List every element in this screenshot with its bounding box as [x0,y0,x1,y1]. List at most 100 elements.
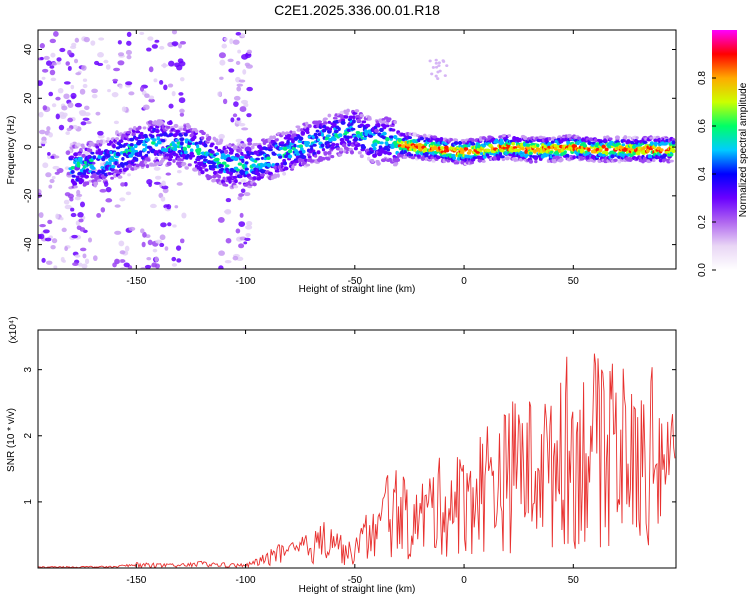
spectrogram-blob [519,153,525,157]
spectrogram-blob [179,77,185,82]
spectrogram-blob [76,189,81,196]
spectrogram-blob [244,146,252,153]
spectrogram-blob [53,155,60,159]
spectrogram-blob [568,134,572,138]
spectrogram-blob [359,123,365,127]
spectrogram-blob [242,69,247,75]
spectrogram-blob [241,158,245,163]
spectrogram-blob [182,127,187,132]
spectrogram-blob [293,162,297,166]
spectrogram-blob [224,260,232,264]
spectrogram-blob [374,128,379,133]
spectrogram-blob [176,64,183,71]
spectrogram-blob [239,155,245,160]
spectrogram-blob [229,38,234,45]
spectrogram-blob [203,158,208,162]
spectrogram-blob [472,156,478,160]
spectrogram-blob [652,158,656,163]
spectrogram-blob [49,69,56,76]
spectrogram-blob [518,137,522,143]
spectrogram-blob [488,144,493,148]
spectrogram-blob [238,181,242,185]
spectrogram-blob [656,155,661,160]
spectrogram-blob [58,124,65,131]
spectrogram-blob [171,263,178,267]
spectrogram-blob [133,143,138,149]
spectrogram-blob [52,165,60,170]
spectrogram-blob [662,153,668,158]
spectrogram-blob [246,49,253,55]
spectrogram-blob [97,179,102,183]
spectrogram-panel: -150 -100 -50 0 50 -40 -20 0 20 40 Height of str… [6,29,677,295]
spectrogram-blob [171,91,176,97]
spectrogram-blob [232,113,238,118]
spectrogram-blob [154,39,160,43]
spectrogram-blob [82,117,90,121]
spectrogram-blob [671,137,676,142]
spectrogram-blob [250,145,255,150]
spectrogram-blob [212,174,217,179]
spectrogram-blob [341,143,347,148]
spectrogram-blob [238,122,246,127]
spectrogram-blob [278,155,283,159]
spectrogram-blob [355,130,361,135]
spectrogram-blob [73,58,79,64]
spectrogram-blob [550,140,555,144]
spectrogram-blob [75,175,80,179]
spectrogram-blob [337,127,341,132]
spectrogram-blob [267,163,272,168]
spectrogram-blob [67,102,74,109]
spectrogram-blob [579,156,585,161]
spectrogram-blob [225,198,232,203]
spectrogram-blob [382,131,387,136]
spectrogram-blob [499,155,505,159]
spectrogram-blob [627,135,632,139]
spectrogram-blob [183,132,188,137]
spectrogram-blob [147,120,153,125]
spectrogram-blob [234,178,238,184]
spectrogram-blob [361,120,367,124]
colorbar-label: Normalized spectral amplitude [738,82,749,217]
spectrogram-blob [146,257,152,261]
spectrogram-blob [217,174,222,179]
spectrogram-blob [72,124,78,130]
spectrogram-blob [327,150,332,156]
spectrogram-blob [434,61,438,65]
spectrogram-blob [235,32,242,36]
spectrogram-blob [85,121,92,125]
spectrogram-blob [95,111,101,116]
spectrogram-blob [217,217,225,223]
spectrogram-blob [167,222,172,227]
spectrogram-blob [150,140,156,145]
spectrogram-blob [224,164,230,168]
spectrogram-blob [172,147,178,152]
spectrogram-blob [563,150,567,154]
spectrogram-blob [237,49,242,54]
spectrogram-blob [44,237,52,242]
spectrogram-blob [260,156,265,160]
spectrogram-blob [397,138,403,142]
spectrogram-blob [470,142,476,146]
spectrogram-blob [235,60,241,65]
spectrogram-blob [144,137,150,142]
spectrogram-blob [283,161,288,166]
spectrogram-blob [128,127,134,132]
spectrogram-blob [106,154,111,158]
spectrogram-blob [112,78,119,82]
spectrogram-blob [100,150,104,155]
spectrogram-blob [368,134,374,138]
spectrogram-blob [463,147,469,151]
spectrogram-blob [81,145,86,150]
spectrogram-blob [160,222,167,228]
spectrogram-blob [80,175,86,178]
spectrogram-blob [534,159,538,164]
spectrogram-blob [457,140,463,145]
spectrogram-blob [99,139,103,144]
spectrogram-blob [119,197,126,202]
spectrogram-blob [437,61,441,65]
spectrogram-blob [50,155,55,159]
spectrogram-blob [246,86,253,92]
spectrogram-blob [449,138,454,142]
spectrogram-blob [45,172,52,178]
